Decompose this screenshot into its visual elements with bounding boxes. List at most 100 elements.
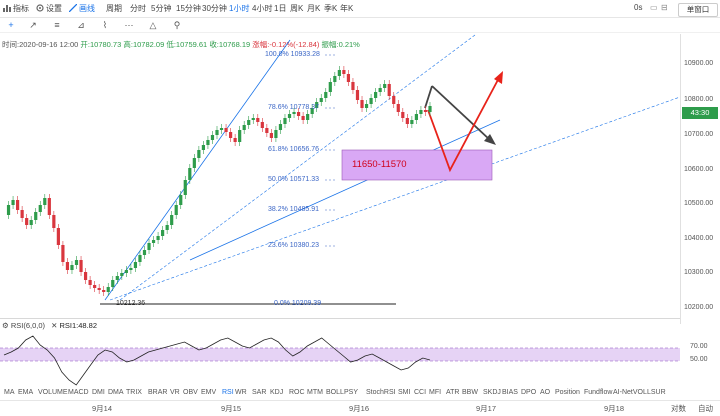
candle-body bbox=[247, 120, 251, 125]
refresh-status: 0s bbox=[634, 3, 643, 12]
y-tick: 10300.00 bbox=[684, 269, 714, 276]
drawline-button[interactable]: 画线 bbox=[68, 3, 95, 14]
current-price-tag: 43:30 bbox=[682, 107, 718, 119]
fib-tool-icon[interactable]: ⊿ bbox=[77, 20, 85, 30]
candle-body bbox=[355, 90, 360, 100]
indicator-tab-sar[interactable]: SAR bbox=[252, 389, 267, 396]
settings-button[interactable]: 设置 bbox=[36, 3, 62, 14]
indicator-tab-emv[interactable]: EMV bbox=[201, 389, 217, 396]
magnet-icon[interactable]: ⚲ bbox=[173, 20, 181, 30]
auto-scale-toggle[interactable]: 自动 bbox=[698, 404, 713, 413]
indicator-tab-skdj[interactable]: SKDJ bbox=[483, 389, 501, 396]
period-tab-1d[interactable]: 1日 bbox=[274, 4, 287, 13]
indicator-tab-macd[interactable]: MACD bbox=[68, 389, 89, 396]
rsi-value: RSI1:48.82 bbox=[59, 321, 98, 330]
indicator-tab-roc[interactable]: ROC bbox=[289, 389, 305, 396]
candle-body bbox=[197, 150, 201, 158]
crosshair-icon[interactable]: + bbox=[8, 20, 14, 30]
indicator-tab-rsi[interactable]: RSI bbox=[222, 389, 234, 396]
indicator-tab-volume[interactable]: VOLUME bbox=[38, 389, 68, 396]
fib-label-786: 78.6% 10778.37 bbox=[268, 104, 319, 111]
trendline-icon[interactable]: ↗ bbox=[29, 20, 37, 30]
period-tab-1h[interactable]: 1小时 bbox=[229, 4, 250, 13]
indicator-tab-atr[interactable]: ATR bbox=[446, 389, 460, 396]
candle-body bbox=[43, 198, 47, 205]
candle-body bbox=[215, 130, 219, 135]
period-tab-4h[interactable]: 4小时 bbox=[252, 4, 273, 13]
indicator-tab-smi[interactable]: SMI bbox=[398, 389, 411, 396]
candle-body bbox=[396, 104, 400, 112]
indicator-tab-trix[interactable]: TRIX bbox=[126, 389, 142, 396]
indicator-tab-ao[interactable]: AO bbox=[540, 389, 551, 396]
channel-upper-line[interactable] bbox=[104, 39, 291, 301]
indicator-tab-fundflow[interactable]: Fundflow bbox=[584, 389, 613, 396]
indicator-button[interactable]: 指标 bbox=[3, 3, 29, 14]
top-toolbar: 指标 设置 画线 周期 分时 5分钟 15分钟 30分钟 1小时 4小时 1日 … bbox=[0, 0, 720, 18]
candle-body bbox=[210, 135, 215, 140]
indicator-tab-psy[interactable]: PSY bbox=[344, 389, 359, 396]
candle-body bbox=[120, 273, 124, 276]
indicator-tab-mfi[interactable]: MFI bbox=[429, 389, 442, 396]
window-mode-select[interactable]: 单窗口 bbox=[678, 3, 718, 17]
candle-body bbox=[387, 84, 391, 96]
window-control-icon[interactable]: ▭ bbox=[650, 3, 658, 12]
channel-dashed-lower[interactable] bbox=[109, 96, 681, 301]
indicator-tab-bias[interactable]: BIAS bbox=[502, 389, 518, 396]
candle-body bbox=[242, 125, 246, 130]
indicator-tab-brar[interactable]: BRAR bbox=[148, 389, 168, 396]
candle-body bbox=[52, 215, 56, 228]
channel-lower-line[interactable] bbox=[189, 119, 501, 261]
indicator-tab-boll[interactable]: BOLL bbox=[326, 389, 344, 396]
indicator-tab-ma[interactable]: MA bbox=[4, 389, 15, 396]
rsi-settings-icon[interactable]: ⚙ bbox=[2, 321, 9, 330]
indicator-tab-dma[interactable]: DMA bbox=[108, 389, 124, 396]
channel-dashed-upper[interactable] bbox=[119, 34, 476, 301]
indicator-tab-vr[interactable]: VR bbox=[170, 389, 180, 396]
candle-body bbox=[287, 114, 292, 118]
period-tab-week[interactable]: 周K bbox=[290, 4, 304, 13]
indicator-tab-obv[interactable]: OBV bbox=[183, 389, 198, 396]
candle-body bbox=[47, 198, 51, 215]
candle-body bbox=[61, 245, 65, 262]
candle-body bbox=[115, 276, 119, 280]
indicator-tab-stochrsi[interactable]: StochRSI bbox=[366, 389, 396, 396]
candle-body bbox=[265, 128, 269, 133]
candle-body bbox=[251, 118, 255, 120]
indicator-tab-lsur[interactable]: LSUR bbox=[647, 389, 666, 396]
period-tab-15m[interactable]: 15分钟 bbox=[176, 4, 201, 13]
parallel-lines-icon[interactable]: ≡ bbox=[54, 20, 60, 30]
log-scale-toggle[interactable]: 对数 bbox=[671, 404, 686, 413]
indicator-tab-wr[interactable]: WR bbox=[235, 389, 247, 396]
indicator-tab-kdj[interactable]: KDJ bbox=[270, 389, 284, 396]
period-tab-quarter[interactable]: 季K bbox=[324, 4, 338, 13]
candle-body bbox=[233, 138, 237, 142]
period-tab-year[interactable]: 年K bbox=[340, 4, 354, 13]
indicator-tab-ai-netvol[interactable]: AI-NetVOL bbox=[613, 389, 647, 396]
indicator-tab-mtm[interactable]: MTM bbox=[307, 389, 323, 396]
period-tab-30m[interactable]: 30分钟 bbox=[202, 4, 227, 13]
layout-control-icon[interactable]: ⊟ bbox=[661, 3, 668, 12]
indicator-tab-dpo[interactable]: DPO bbox=[521, 389, 537, 396]
indicator-tab-position[interactable]: Position bbox=[555, 389, 580, 396]
indicator-tab-bbw[interactable]: BBW bbox=[462, 389, 478, 396]
pen-icon[interactable]: ⌇ bbox=[102, 20, 108, 30]
period-tab-month[interactable]: 月K bbox=[307, 4, 321, 13]
rebound-path-arrow[interactable] bbox=[427, 75, 501, 173]
indicator-tab-ema[interactable]: EMA bbox=[18, 389, 34, 396]
period-tab-5m[interactable]: 5分钟 bbox=[151, 4, 172, 13]
indicator-tab-cci[interactable]: CCI bbox=[414, 389, 427, 396]
rsi-band bbox=[0, 348, 680, 361]
candle-body bbox=[278, 124, 283, 130]
down-path-arrow[interactable] bbox=[431, 85, 491, 141]
candle-body bbox=[274, 130, 278, 138]
candle-body bbox=[315, 102, 319, 108]
period-tab-timeshare[interactable]: 分时 bbox=[130, 4, 146, 13]
indicator-icon bbox=[3, 4, 11, 12]
candle-body bbox=[324, 92, 328, 98]
more-tools-icon[interactable]: ⋯ bbox=[124, 20, 134, 30]
shape-icon[interactable]: △ bbox=[149, 20, 157, 30]
rsi-close-icon[interactable]: ✕ bbox=[51, 321, 58, 330]
indicator-tab-dmi[interactable]: DMI bbox=[92, 389, 105, 396]
target-zone[interactable] bbox=[341, 149, 493, 181]
